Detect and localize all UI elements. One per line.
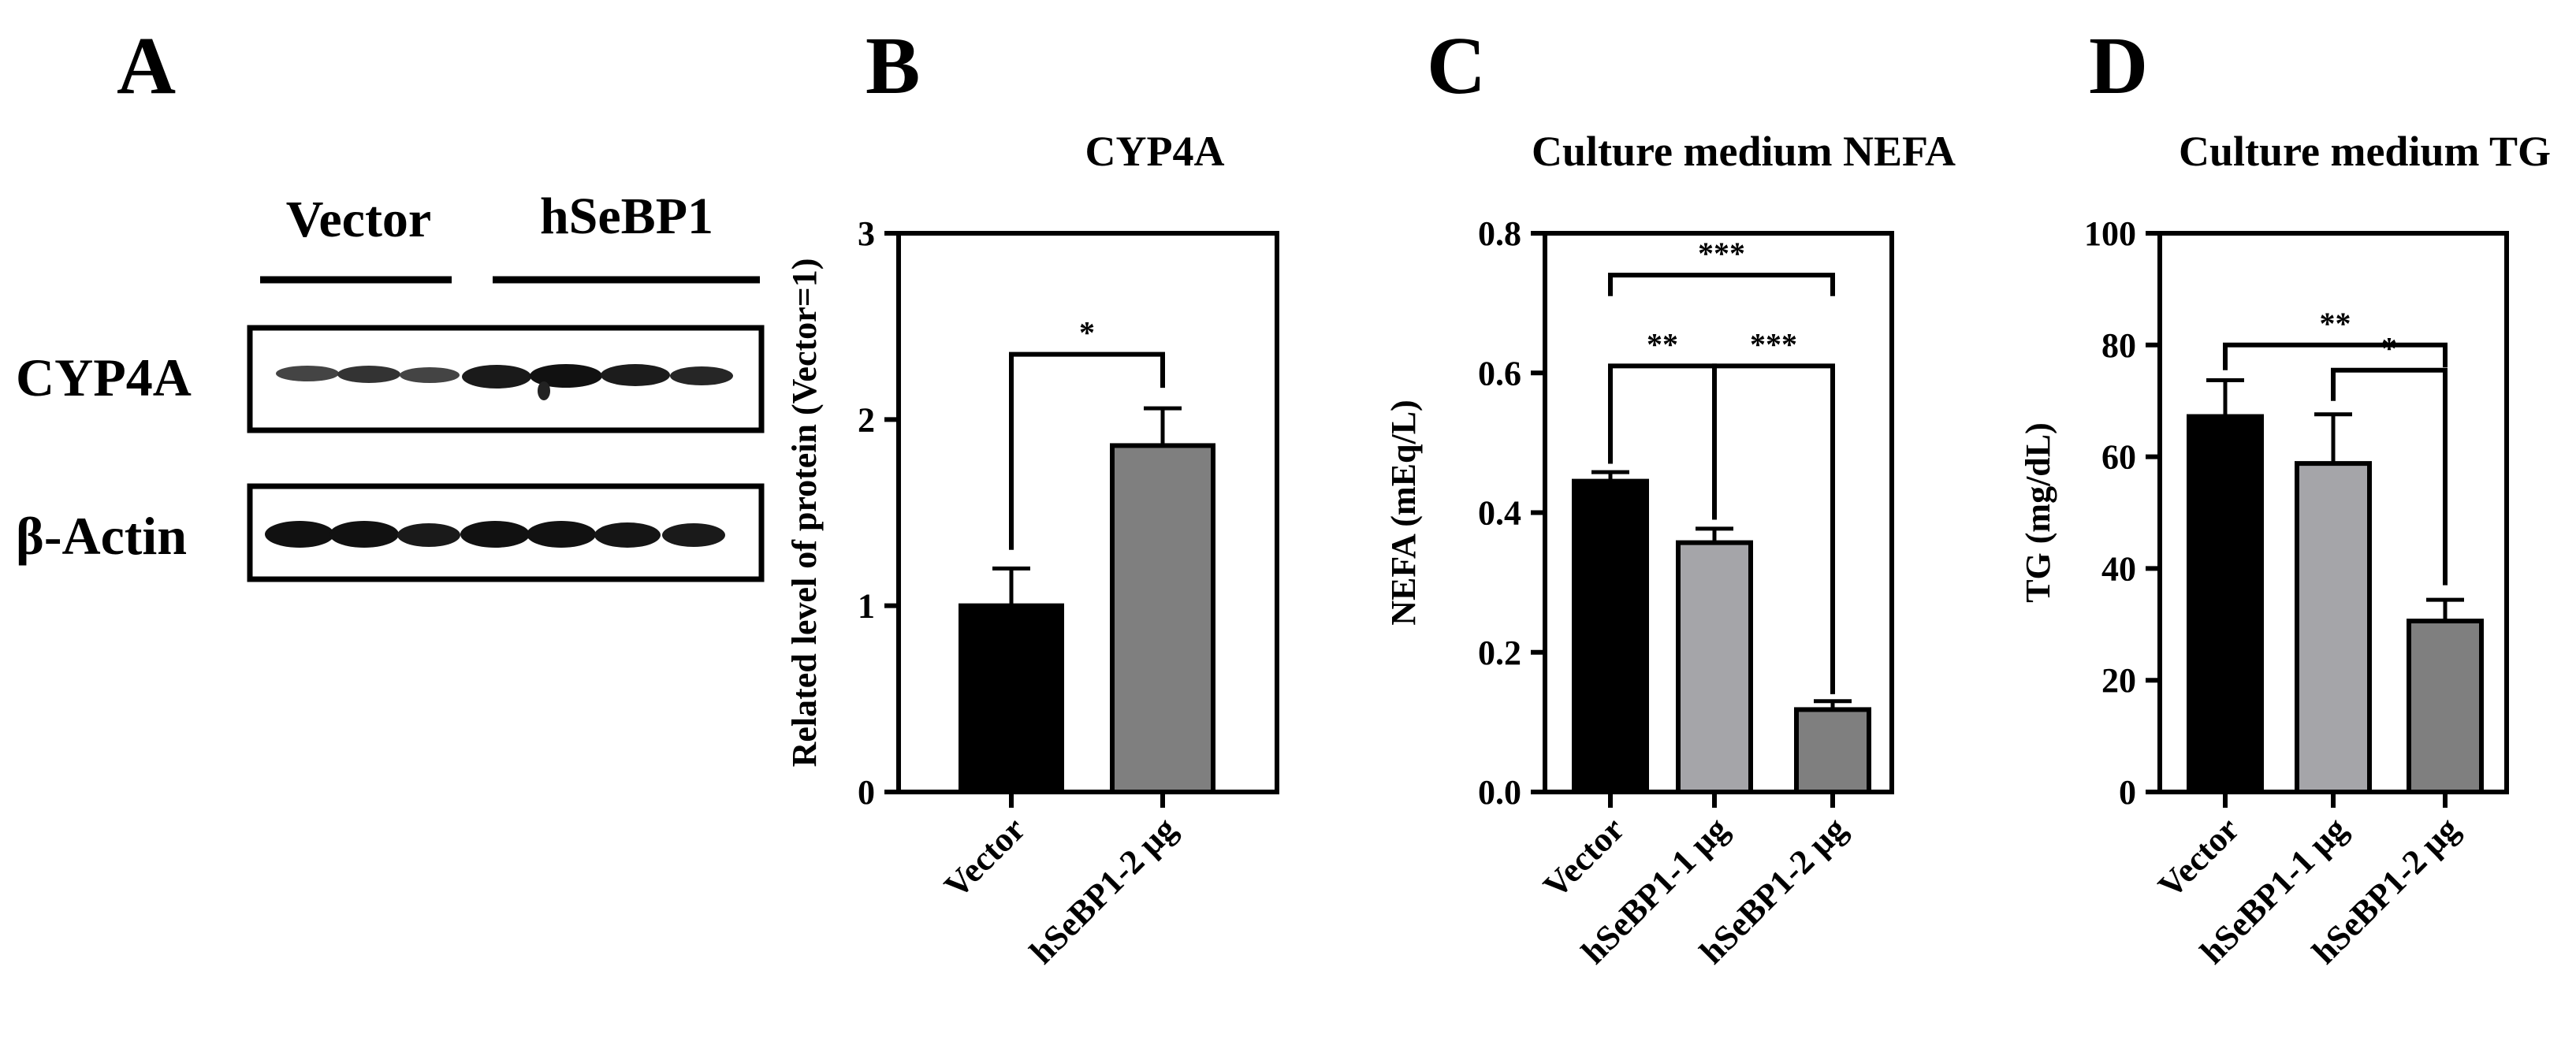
y-tick-label: 0.8 [1478, 214, 1521, 253]
blot-band [670, 366, 733, 385]
plot-frame [896, 231, 1279, 794]
bar [1110, 443, 1215, 794]
blot-band [329, 521, 399, 548]
chart-title: Culture medium TG [2179, 128, 2551, 175]
bar [1676, 540, 1753, 794]
blot-band [594, 522, 661, 548]
significance-bracket [1009, 351, 1165, 550]
significance-bracket [2223, 342, 2448, 370]
y-tick-label: 0 [858, 773, 875, 812]
chart-title: CYP4A [1085, 128, 1225, 175]
y-tick-label: 0 [2119, 773, 2136, 812]
significance-label: ** [2320, 306, 2351, 341]
y-tick-label: 0.6 [1478, 354, 1521, 392]
blot-band [265, 521, 334, 548]
x-tick-label: Vector [936, 809, 1033, 905]
blot-band [462, 365, 531, 389]
blot-band [276, 366, 339, 381]
y-tick-label: 40 [2101, 549, 2136, 588]
significance-bracket [2331, 367, 2448, 586]
x-tick-label: hSeBP1-2 μg [1022, 809, 1184, 971]
blot-group-label-hsebp1: hSeBP1 [540, 188, 713, 245]
significance-bracket [1712, 363, 1835, 694]
y-axis-label: NEFA (mEq/L) [1384, 400, 1423, 625]
panel-a-letter: A [117, 20, 176, 111]
significance-label: *** [1698, 236, 1745, 271]
chart-tg: Culture medium TG TG (mg/dL) 0 20 40 60 80 100 V… [2019, 128, 2551, 972]
blot-smudge [538, 381, 550, 400]
y-tick-label: 0.2 [1478, 634, 1521, 672]
y-tick-label: 1 [858, 587, 875, 626]
blot-row-label-actin: β-Actin [16, 506, 187, 566]
bar [2187, 414, 2264, 794]
bar [1794, 707, 1871, 794]
y-tick-label: 20 [2101, 661, 2136, 700]
y-tick-label: 0.0 [1478, 773, 1521, 812]
significance-bracket [1608, 273, 1835, 296]
blot-actin [247, 483, 765, 582]
bar [2407, 619, 2484, 795]
panel-b-letter: B [865, 20, 920, 111]
blot-band [527, 521, 596, 548]
y-tick-label: 0.4 [1478, 494, 1521, 533]
blot-band [400, 367, 460, 383]
bar [2295, 461, 2372, 794]
chart-nefa: Culture medium NEFA NEFA (mEq/L) 0.0 0.2 0.4… [1384, 128, 1956, 972]
x-tick-label: Vector [1536, 809, 1632, 905]
y-tick-label: 3 [858, 214, 875, 253]
y-tick-label: 2 [858, 400, 875, 439]
bar [959, 603, 1064, 795]
panel-c-letter: C [1427, 20, 1486, 111]
x-tick-label: Vector [2150, 809, 2247, 905]
blot-band [397, 523, 460, 547]
y-tick-label: 100 [2084, 214, 2136, 253]
chart-cyp4a: CYP4A Related level of protein (Vector=1)… [785, 128, 1279, 972]
significance-label: * [1079, 315, 1095, 351]
blot-row-label-cyp4a: CYP4A [16, 348, 192, 407]
y-tick-label: 60 [2101, 438, 2136, 477]
blot-band [601, 364, 670, 386]
blot-band [460, 521, 530, 548]
panel-d-letter: D [2089, 20, 2148, 111]
y-tick-label: 80 [2101, 326, 2136, 365]
blot-group-label-vector: Vector [286, 191, 431, 248]
significance-label: ** [1647, 326, 1678, 362]
significance-label: * [2381, 331, 2397, 366]
y-axis-label: Related level of protein (Vector=1) [785, 258, 824, 768]
bar [1572, 478, 1649, 795]
chart-title: Culture medium NEFA [1532, 128, 1956, 175]
blot-band [530, 364, 602, 388]
panel-a: A Vector hSeBP1 CYP4A β-Actin [16, 20, 765, 582]
y-axis-label: TG (mg/dL) [2019, 422, 2057, 603]
significance-label: *** [1750, 326, 1797, 362]
blot-band [337, 366, 400, 383]
blot-band [662, 523, 725, 547]
blot-cyp4a [247, 325, 765, 433]
